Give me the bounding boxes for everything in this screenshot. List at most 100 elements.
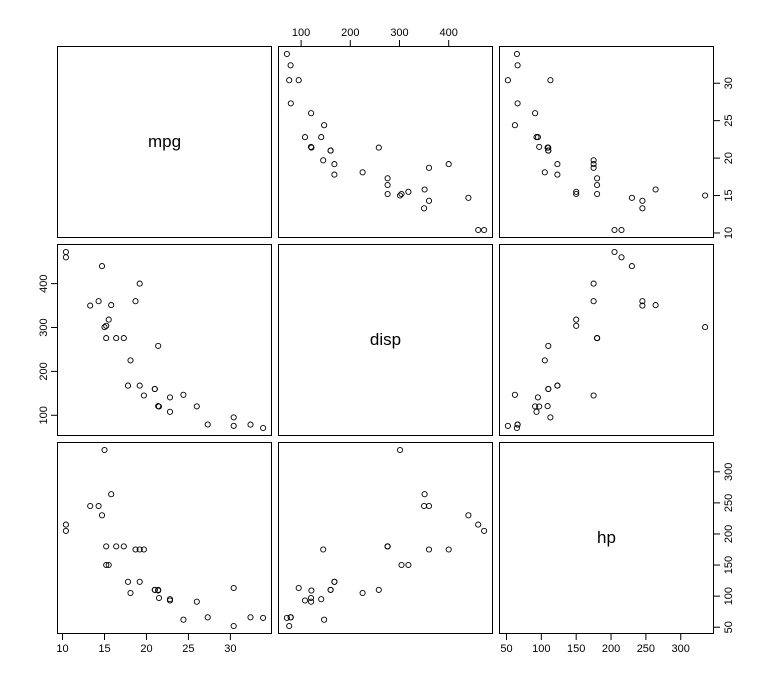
scatter-point [594, 175, 601, 182]
scatter-point [618, 254, 625, 261]
axis-tick-label: 50 [500, 643, 512, 655]
scatter-point [103, 543, 110, 550]
scatter-point [108, 302, 115, 309]
scatter-point [95, 298, 102, 305]
scatter-point [327, 586, 334, 593]
panel-mpg-vs-hp [499, 46, 714, 238]
axis-tick-label: 300 [390, 27, 408, 39]
scatter-point [425, 546, 433, 553]
scatter-point [230, 414, 237, 421]
scatter-point [628, 194, 635, 201]
scatter-point [136, 280, 143, 287]
scatter-point [532, 403, 539, 410]
scatter-point [308, 144, 315, 151]
scatter-point [260, 424, 267, 432]
scatter-point [544, 144, 551, 151]
scatter-point [445, 161, 452, 168]
scatter-point [513, 50, 520, 58]
scatter-point [514, 421, 521, 428]
axis-tick-label: 400 [38, 274, 50, 292]
scatter-point [101, 324, 108, 331]
scatter-point [287, 62, 294, 69]
panel-mpg-diagonal: mpg [57, 46, 272, 238]
scatter-point [62, 521, 69, 528]
scatter-point [702, 192, 709, 199]
scatter-point [533, 408, 540, 415]
scatter-point [287, 100, 294, 107]
scatter-point [283, 614, 290, 621]
axis-tick-label: 200 [38, 362, 50, 380]
scatter-point [425, 164, 433, 171]
scatter-point [98, 263, 106, 270]
scatter-point [320, 546, 327, 553]
scatter-point [594, 181, 601, 189]
scatter-point [547, 414, 554, 421]
scatter-point [180, 391, 187, 398]
panel-hp-vs-disp [278, 442, 493, 634]
axis-tick-label: 250 [637, 643, 655, 655]
scatter-point [113, 543, 120, 550]
scatter-point [425, 197, 433, 204]
scatter-point [545, 342, 552, 349]
scatter-point [513, 424, 520, 432]
scatter-point [283, 50, 290, 58]
scatter-point [318, 134, 325, 141]
scatter-point [140, 546, 147, 553]
scatter-point [652, 302, 659, 309]
scatter-point [594, 335, 601, 342]
scatter-point [652, 186, 659, 193]
scatter-point [103, 561, 110, 569]
axis-tick-label: 25 [182, 643, 194, 655]
scatter-point [547, 77, 554, 84]
scatter-point [465, 194, 472, 201]
axis-tick-label: 50 [723, 621, 735, 633]
scatter-point [384, 543, 391, 550]
axis-tick-label: 300 [38, 318, 50, 336]
scatter-point [384, 175, 391, 182]
scatter-point [639, 197, 646, 204]
scatter-point [136, 578, 143, 585]
axis-tick-label: 400 [440, 27, 458, 39]
scatter-point [511, 391, 518, 398]
scatter-point [545, 385, 552, 393]
scatter-point [375, 586, 382, 593]
scatter-point [554, 382, 561, 389]
scatter-point [287, 614, 294, 621]
scatter-points [62, 248, 267, 432]
scatter-point [573, 316, 580, 323]
scatter-point [475, 226, 482, 234]
scatter-point [124, 578, 132, 585]
axis-tick-label: 200 [723, 525, 735, 543]
scatter-point [103, 335, 110, 342]
scatter-point [103, 322, 110, 329]
scatter-point [108, 491, 115, 498]
scatter-points [283, 50, 488, 234]
scatter-point [421, 491, 428, 498]
scatter-point [590, 280, 597, 287]
scatter-point [541, 169, 548, 176]
axis-tick-label: 100 [723, 587, 735, 605]
axis-tick-label: 300 [723, 463, 735, 481]
scatter-point [87, 502, 94, 510]
scatter-point [396, 446, 404, 454]
scatter-point [127, 357, 134, 364]
scatter-point [247, 614, 254, 621]
panel-mpg-vs-disp [278, 46, 493, 238]
scatter-point [204, 614, 211, 621]
scatter-point [155, 403, 162, 410]
scatter-point [62, 527, 69, 534]
scatter-point [105, 561, 112, 569]
scatter-point [295, 584, 302, 592]
scatter-point [628, 263, 635, 270]
axis-tick-label: 200 [602, 643, 620, 655]
scatter-point [87, 302, 94, 309]
scatter-point [702, 324, 709, 331]
scatter-point [536, 403, 543, 410]
scatter-point [405, 188, 412, 195]
scatter-point [140, 392, 147, 399]
scatter-point [120, 335, 127, 342]
scatter-point [405, 561, 412, 569]
scatter-point [155, 342, 162, 349]
scatter-point [545, 147, 552, 154]
scatter-point [308, 598, 315, 605]
